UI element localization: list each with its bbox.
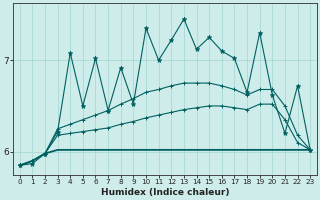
X-axis label: Humidex (Indice chaleur): Humidex (Indice chaleur): [101, 188, 229, 197]
